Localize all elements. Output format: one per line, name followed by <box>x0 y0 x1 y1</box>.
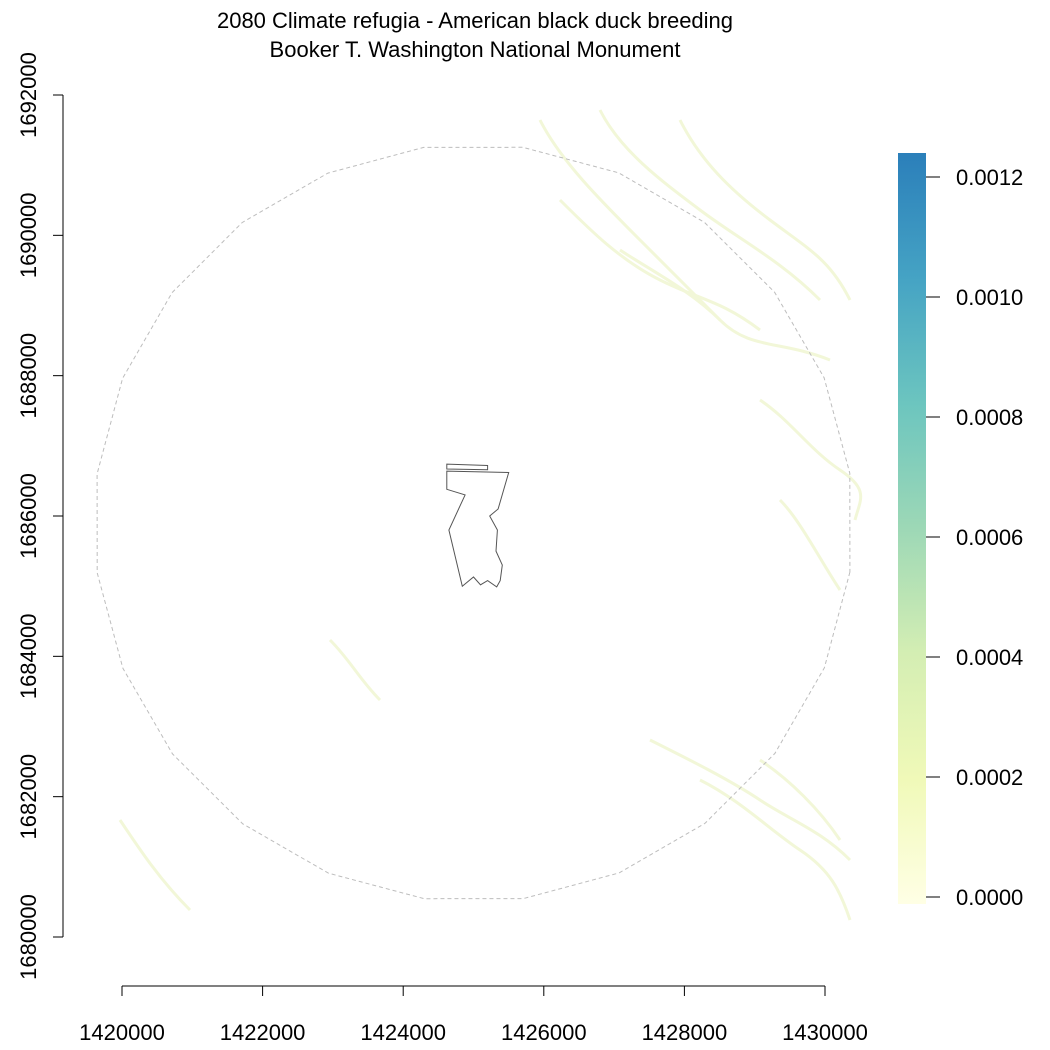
x-tick-label: 1426000 <box>501 1020 587 1045</box>
raster-streak <box>538 119 722 322</box>
x-tick-label: 1428000 <box>642 1020 728 1045</box>
raster-streak <box>619 248 831 362</box>
y-axis: 1680000 1682000 1684000 1686000 1688000 16900… <box>16 52 64 980</box>
legend-tick-label: 0.0004 <box>956 645 1023 670</box>
boundary-polygon <box>446 470 510 588</box>
buffer-layer <box>96 146 851 900</box>
y-tick-label: 1688000 <box>16 333 41 419</box>
raster-streak <box>778 498 842 591</box>
legend-tick-label: 0.0012 <box>956 165 1023 190</box>
buffer-outline <box>96 146 851 900</box>
legend-tick-label: 0.0010 <box>956 285 1023 310</box>
legend-tick-label: 0.0002 <box>956 765 1023 790</box>
raster-streak <box>649 738 852 862</box>
raster-streak <box>598 109 822 302</box>
raster-streak <box>678 119 852 301</box>
legend-tick-label: 0.0000 <box>956 885 1023 910</box>
monument-boundary <box>446 463 510 588</box>
boundary-strip <box>446 463 489 471</box>
y-tick-label: 1692000 <box>16 52 41 138</box>
x-tick-label: 1424000 <box>360 1020 446 1045</box>
x-tick-label: 1420000 <box>79 1020 165 1045</box>
refugia-raster <box>118 109 863 921</box>
raster-streak <box>759 398 863 521</box>
legend-color-bar <box>898 153 926 904</box>
x-axis: 1420000 1422000 1424000 1426000 1428000 14300… <box>79 985 868 1045</box>
color-legend: 0.0000 0.0002 0.0004 0.0006 0.0008 0.0010 0.00… <box>898 153 1023 910</box>
y-tick-label: 1680000 <box>16 894 41 980</box>
y-tick-label: 1690000 <box>16 193 41 279</box>
raster-streak <box>118 819 192 912</box>
map-title-line2: Booker T. Washington National Monument <box>269 37 681 62</box>
raster-streak <box>328 638 382 702</box>
legend-tick-label: 0.0008 <box>956 405 1023 430</box>
raster-streak <box>699 778 852 921</box>
y-tick-label: 1686000 <box>16 473 41 559</box>
raster-streak <box>759 758 842 841</box>
map-title: 2080 Climate refugia - American black du… <box>0 6 950 64</box>
legend-tick-label: 0.0006 <box>956 525 1023 550</box>
map-title-line1: 2080 Climate refugia - American black du… <box>216 8 734 33</box>
x-tick-label: 1422000 <box>220 1020 306 1045</box>
raster-streak <box>558 198 761 332</box>
x-tick-label: 1430000 <box>782 1020 868 1045</box>
y-tick-label: 1682000 <box>16 754 41 840</box>
y-tick-label: 1684000 <box>16 614 41 700</box>
